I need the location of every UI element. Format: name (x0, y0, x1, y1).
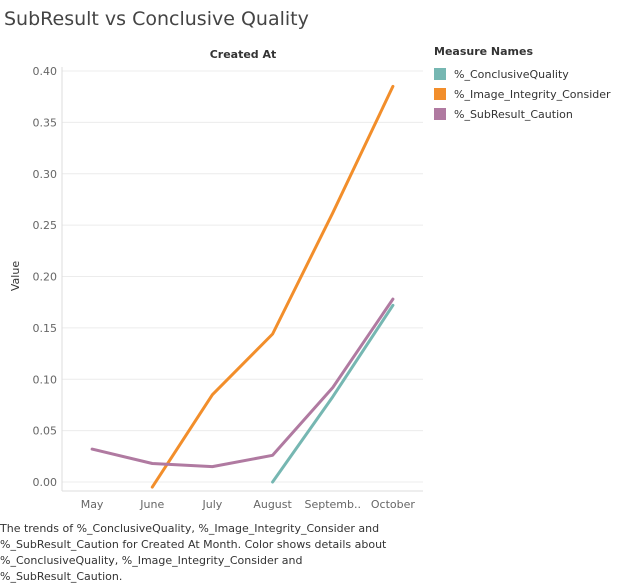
legend-swatch (434, 68, 446, 80)
x-tick-label: October (371, 498, 415, 511)
legend: Measure Names %_ConclusiveQuality %_Imag… (434, 45, 611, 124)
x-tick-label: Septemb.. (304, 498, 361, 511)
caption-line: %_SubResult_Caution for Created At Month… (0, 538, 387, 551)
x-tick-label: May (81, 498, 104, 511)
series-line-2[interactable] (90, 297, 395, 469)
legend-label: %_ConclusiveQuality (454, 67, 569, 81)
x-tick-label: July (202, 498, 223, 511)
y-tick-label: 0.35 (33, 116, 58, 129)
y-tick-label: 0.40 (33, 65, 58, 78)
legend-item-conclusive-quality[interactable]: %_ConclusiveQuality (434, 64, 611, 84)
axes (61, 67, 423, 492)
y-tick-label: 0.20 (33, 271, 58, 284)
caption-line: %_SubResult_Caution. (0, 570, 123, 583)
legend-item-subresult-caution[interactable]: %_SubResult_Caution (434, 104, 611, 124)
legend-swatch (434, 108, 446, 120)
y-tick-labels: 0.00 0.05 0.10 0.15 0.20 0.25 0.30 0.35 0.40 (33, 65, 58, 489)
series-lines (90, 84, 395, 489)
x-tick-label: June (139, 498, 164, 511)
caption-line: %_ConclusiveQuality, %_Image_Integrity_C… (0, 554, 303, 567)
y-tick-label: 0.10 (33, 373, 58, 386)
chart-caption: The trends of %_ConclusiveQuality, %_Ima… (0, 521, 420, 585)
line-chart: Created At Value 0.00 0.05 0.10 0.15 0.20 0.2… (9, 48, 423, 511)
series-line-0[interactable] (271, 303, 395, 484)
caption-line: The trends of %_ConclusiveQuality, %_Ima… (0, 522, 380, 535)
legend-label: %_SubResult_Caution (454, 107, 573, 121)
chart-title: SubResult vs Conclusive Quality (4, 8, 309, 30)
column-header: Created At (210, 48, 277, 61)
y-tick-label: 0.25 (33, 219, 58, 232)
y-tick-label: 0.30 (33, 168, 58, 181)
legend-label: %_Image_Integrity_Consider (454, 87, 611, 101)
x-tick-label: August (253, 498, 292, 511)
legend-swatch (434, 88, 446, 100)
x-tick-labels: May June July August Septemb.. October (81, 498, 416, 511)
legend-item-image-integrity[interactable]: %_Image_Integrity_Consider (434, 84, 611, 104)
y-tick-label: 0.05 (33, 425, 58, 438)
grid-lines (62, 70, 423, 483)
series-line-1[interactable] (150, 84, 395, 489)
y-axis-label: Value (9, 261, 22, 291)
legend-title: Measure Names (434, 45, 534, 58)
y-tick-label: 0.00 (33, 476, 58, 489)
y-tick-label: 0.15 (33, 322, 58, 335)
